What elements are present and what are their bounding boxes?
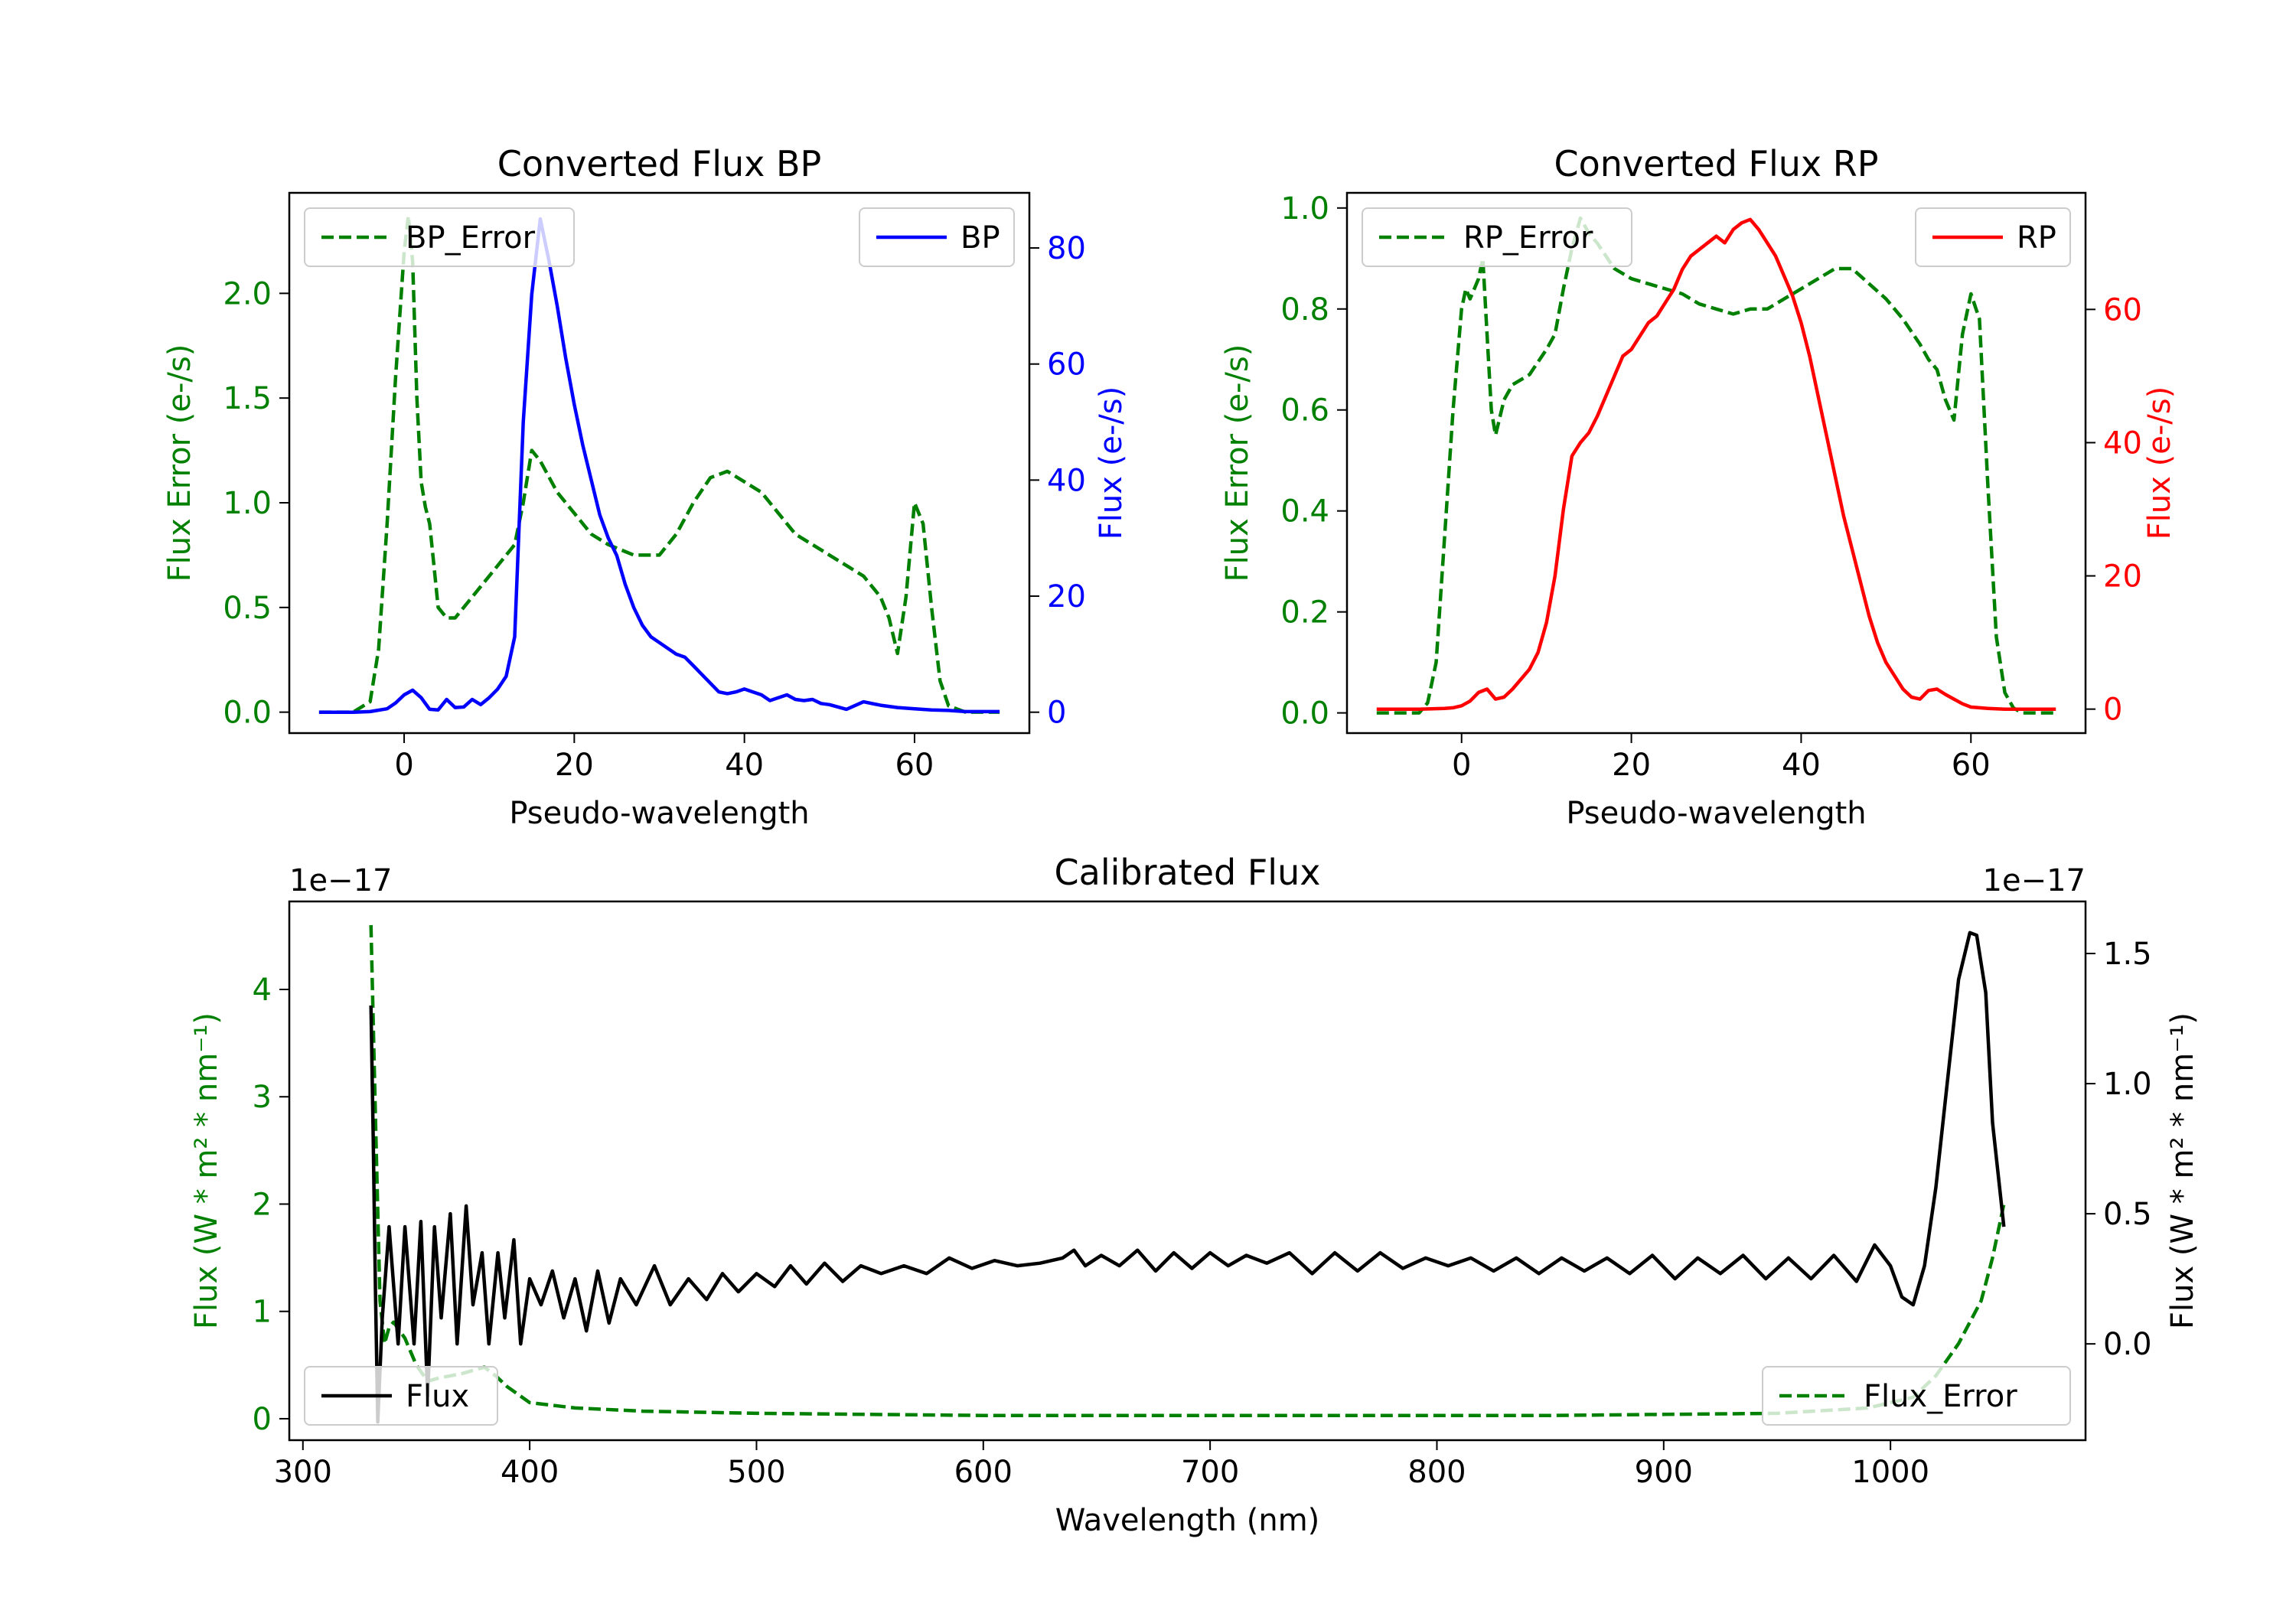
left-offset-text: 1e−17 — [289, 863, 392, 898]
legend-label: Flux — [406, 1379, 469, 1414]
right-y-axis-label: Flux (e-/s) — [2142, 386, 2177, 539]
x-tick-label: 600 — [954, 1455, 1013, 1490]
right-y-tick-label: 0.0 — [2103, 1327, 2152, 1362]
left-y-tick-label: 1.0 — [1280, 191, 1329, 227]
series-line-bp — [318, 217, 1000, 714]
left-y-tick-label: 2 — [253, 1187, 272, 1222]
right-y-tick-label: 1.5 — [2103, 937, 2152, 972]
right-y-tick-label: 80 — [1047, 231, 1086, 266]
left-y-tick-label: 3 — [253, 1080, 272, 1115]
right-y-tick-label: 20 — [1047, 579, 1086, 614]
plot-area — [369, 924, 2006, 1424]
x-tick-label: 60 — [1952, 748, 1991, 783]
legend-bp: BP — [859, 207, 1015, 267]
legend-bp-error: BP_Error — [304, 207, 575, 267]
right-y-tick-label: 60 — [2103, 292, 2142, 328]
x-tick-label: 1000 — [1851, 1455, 1929, 1490]
legend-flux: Flux — [304, 1366, 498, 1426]
x-axis-label: Pseudo-wavelength — [509, 796, 809, 831]
right-y-tick-label: 40 — [1047, 463, 1086, 498]
x-tick-label: 900 — [1635, 1455, 1693, 1490]
left-y-tick-label: 1 — [253, 1295, 272, 1330]
left-y-tick-label: 0.0 — [223, 696, 272, 731]
chart-title: Calibrated Flux — [1055, 852, 1321, 893]
legend-rp: RP — [1915, 207, 2071, 267]
right-y-tick-label: 1.0 — [2103, 1067, 2152, 1102]
right-offset-text: 1e−17 — [1983, 863, 2086, 898]
legend-rp-error: RP_Error — [1362, 207, 1632, 267]
left-y-tick-label: 1.0 — [223, 486, 272, 521]
series-line-flux — [369, 931, 2006, 1424]
left-y-tick-label: 0 — [253, 1402, 272, 1437]
x-tick-label: 60 — [895, 748, 934, 783]
right-y-tick-label: 0 — [1047, 696, 1066, 731]
right-y-tick-label: 20 — [2103, 559, 2142, 595]
x-tick-label: 800 — [1407, 1455, 1466, 1490]
series-line-rp — [1376, 217, 2056, 711]
legend-flux-error: Flux_Error — [1762, 1366, 2071, 1426]
left-y-axis-label: Flux (W * m² * nm⁻¹) — [189, 1012, 224, 1329]
x-tick-label: 40 — [1782, 748, 1821, 783]
x-tick-label: 300 — [274, 1455, 332, 1490]
right-y-tick-label: 0 — [2103, 693, 2122, 728]
x-axis-label: Pseudo-wavelength — [1566, 796, 1866, 831]
right-y-tick-label: 40 — [2103, 425, 2142, 461]
x-tick-label: 20 — [1612, 748, 1651, 783]
left-y-tick-label: 2.0 — [223, 276, 272, 311]
plot-frame — [288, 900, 2087, 1442]
plot-area — [318, 214, 1000, 714]
legend-label: Flux_Error — [1864, 1379, 2017, 1414]
left-y-tick-label: 0.0 — [1280, 696, 1329, 732]
x-tick-label: 400 — [501, 1455, 559, 1490]
right-y-tick-label: 0.5 — [2103, 1197, 2152, 1232]
plot-frame — [288, 191, 1031, 735]
plot-area — [1376, 216, 2056, 715]
chart-title: Converted Flux BP — [497, 143, 822, 184]
x-tick-label: 20 — [555, 748, 594, 783]
left-y-tick-label: 0.2 — [1280, 595, 1329, 631]
legend-label: RP_Error — [1463, 220, 1593, 256]
left-y-axis-label: Flux Error (e-/s) — [1220, 344, 1255, 582]
left-y-axis-label: Flux Error (e-/s) — [162, 344, 197, 582]
x-tick-label: 0 — [1452, 748, 1471, 783]
x-axis-label: Wavelength (nm) — [1055, 1503, 1320, 1538]
chart-rp: Converted Flux RP 0 20 40 60 Pseudo-wavelengt… — [1220, 143, 2177, 831]
legend-box — [1762, 1366, 2071, 1426]
legend-box — [304, 207, 575, 267]
chart-cal: Calibrated Flux 300 400 500 600 700 800 900 1000… — [189, 852, 2200, 1538]
right-y-axis-label: Flux (W * m² * nm⁻¹) — [2165, 1012, 2200, 1329]
legend-label: BP_Error — [406, 220, 536, 256]
x-tick-label: 700 — [1181, 1455, 1239, 1490]
series-line-rp-error — [1376, 216, 2056, 715]
left-y-tick-label: 0.4 — [1280, 494, 1329, 530]
x-tick-label: 40 — [725, 748, 764, 783]
series-line-bp-error — [318, 214, 1000, 714]
left-y-tick-label: 1.5 — [223, 381, 272, 416]
legend-label: BP — [960, 220, 1000, 256]
legend-label: RP — [2017, 220, 2056, 256]
chart-title: Converted Flux RP — [1554, 143, 1879, 184]
left-y-tick-label: 0.6 — [1280, 393, 1329, 429]
x-tick-label: 0 — [394, 748, 413, 783]
x-tick-label: 500 — [727, 1455, 785, 1490]
left-y-tick-label: 0.8 — [1280, 292, 1329, 328]
series-line-flux-error — [369, 924, 2006, 1417]
legend-box — [304, 1366, 498, 1426]
left-y-tick-label: 0.5 — [223, 591, 272, 626]
chart-bp: Converted Flux BP 0 20 40 60 Pseudo-wavelengt… — [162, 143, 1129, 831]
right-y-tick-label: 60 — [1047, 347, 1086, 383]
plot-frame — [1345, 191, 2087, 735]
left-y-tick-label: 4 — [253, 973, 272, 1008]
right-y-axis-label: Flux (e-/s) — [1094, 386, 1129, 539]
legend-box — [1362, 207, 1632, 267]
